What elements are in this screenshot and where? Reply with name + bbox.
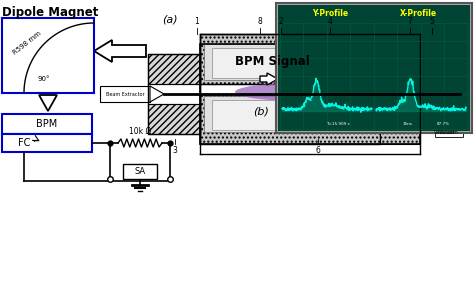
Bar — [300, 48, 372, 78]
Text: T=15.909 s: T=15.909 s — [326, 122, 350, 126]
Bar — [380, 94, 420, 144]
Polygon shape — [260, 73, 278, 85]
Polygon shape — [94, 40, 146, 62]
Text: (a): (a) — [162, 14, 178, 24]
Bar — [278, 5, 470, 131]
Text: BPM Signal: BPM Signal — [235, 55, 310, 68]
Bar — [148, 54, 200, 134]
Ellipse shape — [235, 83, 365, 101]
Text: Dipole Magnet: Dipole Magnet — [2, 6, 99, 19]
Bar — [437, 82, 462, 106]
Bar — [382, 44, 418, 80]
Text: SA: SA — [135, 167, 146, 176]
Text: 87.7%: 87.7% — [437, 122, 449, 126]
Bar — [435, 127, 463, 137]
Text: BPM: BPM — [36, 119, 58, 129]
Text: 8: 8 — [258, 17, 263, 26]
Bar — [200, 34, 380, 84]
Bar — [148, 104, 200, 134]
Bar — [212, 100, 288, 130]
Bar — [100, 86, 150, 102]
Bar — [437, 76, 457, 112]
Bar — [200, 44, 420, 144]
Text: Y-Profile: Y-Profile — [312, 10, 348, 18]
Bar — [380, 34, 420, 84]
Bar — [204, 44, 376, 80]
Bar — [123, 164, 157, 179]
Bar — [422, 76, 427, 111]
Text: 90°: 90° — [38, 76, 50, 82]
Bar — [200, 94, 380, 144]
Text: 2: 2 — [279, 17, 283, 26]
Text: Beam Extractor: Beam Extractor — [106, 92, 144, 97]
Bar — [200, 94, 380, 144]
Bar — [432, 80, 437, 108]
Text: Vacuum: Vacuum — [439, 129, 459, 134]
Bar — [148, 54, 200, 84]
Bar — [300, 100, 372, 130]
Polygon shape — [39, 95, 57, 111]
Text: 3: 3 — [173, 146, 177, 155]
Text: 15ns: 15ns — [403, 122, 413, 126]
Text: X-Profile: X-Profile — [400, 10, 437, 18]
Text: 7: 7 — [408, 17, 412, 26]
Bar — [204, 96, 376, 132]
Bar — [276, 3, 472, 133]
Text: (b): (b) — [253, 106, 269, 116]
Bar — [2, 114, 92, 134]
Bar — [200, 34, 380, 84]
Text: 6: 6 — [316, 146, 320, 155]
Bar — [382, 96, 418, 132]
Text: 10k Ω: 10k Ω — [129, 127, 151, 136]
Text: FC: FC — [18, 138, 30, 148]
Text: R598 mm: R598 mm — [12, 30, 42, 56]
Text: Vacuum: Vacuum — [434, 129, 456, 134]
Polygon shape — [150, 86, 164, 102]
Bar — [212, 48, 288, 78]
Text: 4: 4 — [328, 17, 332, 26]
Text: 1: 1 — [195, 17, 200, 26]
Bar — [2, 134, 92, 152]
Text: 5: 5 — [429, 17, 435, 26]
